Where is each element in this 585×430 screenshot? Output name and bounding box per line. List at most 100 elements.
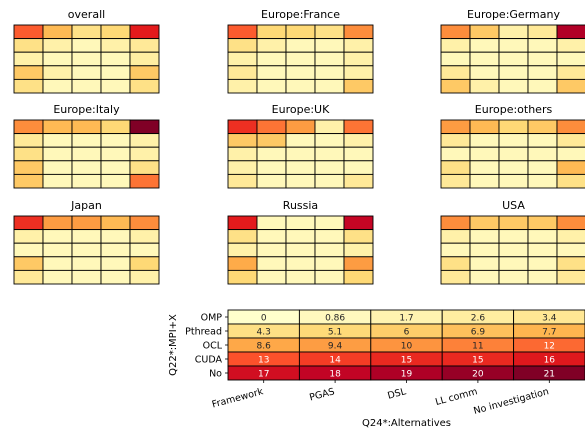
heatmap-cell [556, 173, 585, 189]
heatmap-cell [13, 51, 44, 67]
heatmap-cell [314, 65, 345, 80]
panel-title: Europe:others [475, 103, 553, 116]
heatmap-cell [440, 229, 471, 244]
panel-title: Europe:Germany [467, 8, 560, 21]
heatmap-cell [227, 146, 258, 162]
cell-value-label: 16 [544, 356, 556, 366]
heatmap-cell [71, 242, 102, 258]
heatmap-cell [343, 269, 374, 285]
heatmap-cell [227, 78, 258, 94]
heatmap-cell [42, 24, 73, 40]
heatmap-cell [469, 269, 500, 285]
cell-value-label: 18 [329, 370, 341, 380]
panel-title: Europe:UK [272, 103, 330, 116]
heatmap-cell [256, 38, 287, 53]
heatmap-cell [13, 256, 44, 271]
heatmap-cell [440, 51, 471, 67]
heatmap-cell [469, 256, 500, 271]
heatmap-cell [71, 229, 102, 244]
y-tick-label: OMP [201, 313, 223, 324]
heatmap-cell [71, 146, 102, 162]
panel-europe-italy: Europe:Italy [13, 103, 160, 189]
heatmap-cell [469, 229, 500, 244]
heatmap-cell [556, 119, 585, 135]
heatmap-cell [129, 119, 160, 135]
heatmap-cell [13, 24, 44, 40]
cell-value-label: 21 [544, 370, 555, 380]
heatmap-cell [227, 160, 258, 175]
heatmap-cell [71, 269, 102, 285]
heatmap-cell [498, 242, 529, 258]
heatmap-cell [314, 256, 345, 271]
heatmap-cell [13, 38, 44, 53]
heatmap-cell [469, 133, 500, 148]
cell-value-label: 13 [258, 356, 269, 366]
heatmap-cell [314, 269, 345, 285]
heatmap-cell [129, 78, 160, 94]
heatmap-cell [527, 133, 558, 148]
cell-value-label: 0 [261, 314, 267, 324]
heatmap-cell [498, 160, 529, 175]
heatmap-cell [314, 24, 345, 40]
heatmap-cell [71, 160, 102, 175]
heatmap-cell [42, 78, 73, 94]
heatmap-cell [100, 256, 131, 271]
heatmap-cell [285, 269, 316, 285]
heatmap-cell [256, 24, 287, 40]
heatmap-cell [71, 24, 102, 40]
x-tick-label: PGAS [308, 386, 336, 403]
heatmap-cell [527, 229, 558, 244]
heatmap-cell [285, 146, 316, 162]
heatmap-cell [13, 242, 44, 258]
heatmap-cell [71, 65, 102, 80]
heatmap-cell [42, 215, 73, 231]
heatmap-cell [440, 133, 471, 148]
y-tick-label: CUDA [195, 355, 223, 366]
heatmap-cell [469, 51, 500, 67]
heatmap-cell [343, 51, 374, 67]
heatmap-cell [13, 229, 44, 244]
heatmap-cell [129, 38, 160, 53]
heatmap-cell [469, 38, 500, 53]
heatmap-cell [13, 215, 44, 231]
heatmap-cell [42, 173, 73, 189]
heatmap-cell [343, 256, 374, 271]
heatmap-cell [13, 160, 44, 175]
y-tick-label: Pthread [185, 327, 222, 338]
heatmap-cell [498, 269, 529, 285]
heatmap-cell [129, 24, 160, 40]
cell-value-label: 6 [404, 328, 410, 338]
heatmap-cell [129, 269, 160, 285]
heatmap-cell [129, 242, 160, 258]
cell-value-label: 15 [401, 356, 412, 366]
heatmap-cell [42, 160, 73, 175]
heatmap-cell [498, 146, 529, 162]
heatmap-cell [71, 38, 102, 53]
heatmap-cell [285, 256, 316, 271]
heatmap-cell [42, 38, 73, 53]
heatmap-cell [498, 24, 529, 40]
cell-value-label: 17 [258, 370, 269, 380]
cell-value-label: 3.4 [542, 314, 557, 324]
heatmap-cell [314, 229, 345, 244]
heatmap-cell [527, 38, 558, 53]
heatmap-cell [343, 38, 374, 53]
heatmap-cell [129, 160, 160, 175]
heatmap-cell [256, 133, 287, 148]
heatmap-cell [440, 119, 471, 135]
heatmap-cell [227, 215, 258, 231]
panel-overall: overall [13, 8, 160, 94]
heatmap-cell [314, 242, 345, 258]
heatmap-cell [42, 242, 73, 258]
heatmap-cell [343, 160, 374, 175]
heatmap-cell [100, 65, 131, 80]
heatmap-cell [469, 24, 500, 40]
panel-title: overall [68, 8, 105, 21]
heatmap-cell [498, 173, 529, 189]
heatmap-cell [227, 242, 258, 258]
panel-title: Russia [283, 199, 318, 212]
heatmap-cell [556, 65, 585, 80]
heatmap-cell [256, 242, 287, 258]
heatmap-cell [527, 269, 558, 285]
